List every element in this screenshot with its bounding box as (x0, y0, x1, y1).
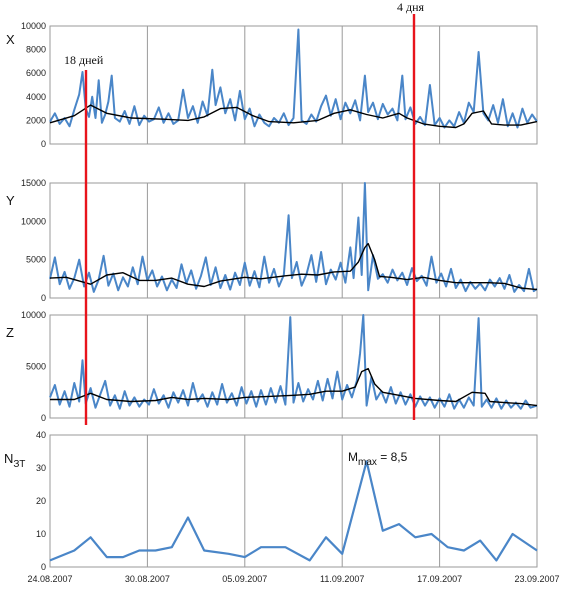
y-tick-label: 0 (41, 413, 46, 423)
y-tick-label: 10000 (21, 21, 46, 31)
annotation-mmax: Mmax = 8,5 (348, 450, 408, 468)
smoothed-series-line (49, 242, 538, 291)
panel-1: 0 5000 10000 15000 Y (6, 178, 538, 303)
y-tick-label: 0 (41, 139, 46, 149)
y-tick-label: 8000 (26, 45, 46, 55)
y-tick-label: 4000 (26, 92, 46, 102)
y-tick-label: 15000 (21, 178, 46, 188)
panel-0: 0 2000 4000 6000 8000 10000 X (6, 21, 538, 149)
mmax-main: M (348, 450, 358, 464)
noisy-series-line (49, 182, 538, 293)
smoothed-series-line (50, 367, 538, 407)
mmax-value: = 8,5 (377, 450, 408, 464)
annotation-4-days: 4 дня (397, 0, 425, 14)
panel-label: X (6, 32, 15, 47)
date-tick-label: 17.09.2007 (417, 574, 462, 584)
y-tick-label: 10000 (21, 310, 46, 320)
date-tick-label: 23.09.2007 (514, 574, 559, 584)
y-tick-label: 0 (41, 562, 46, 572)
panel-3: 0 10 20 30 40 NЗТ (4, 430, 538, 572)
annotation-18-days: 18 дней (64, 53, 104, 67)
y-tick-label: 0 (41, 293, 46, 303)
plot-frame (49, 182, 538, 299)
noisy-series-line (49, 314, 538, 410)
panel-label: Z (6, 325, 14, 340)
date-tick-label: 05.09.2007 (222, 574, 267, 584)
mmax-sub: max (358, 457, 377, 468)
earthquake-count-line (49, 460, 538, 562)
y-tick-label: 6000 (26, 68, 46, 78)
y-tick-label: 30 (36, 463, 46, 473)
smoothed-series-line (49, 104, 538, 129)
date-tick-label: 24.08.2007 (27, 574, 72, 584)
y-tick-label: 5000 (26, 362, 46, 372)
panel-label-main: N (4, 451, 13, 466)
noisy-series-line (49, 28, 538, 129)
panel-label: Y (6, 193, 15, 208)
y-tick-label: 10 (36, 529, 46, 539)
panel-label: NЗТ (4, 451, 25, 470)
panel-label-sub: ЗТ (13, 459, 25, 470)
y-tick-label: 40 (36, 430, 46, 440)
plot-frame (49, 314, 538, 419)
date-tick-label: 30.08.2007 (125, 574, 170, 584)
plot-frame (49, 434, 538, 568)
y-tick-label: 20 (36, 496, 46, 506)
y-tick-label: 2000 (26, 115, 46, 125)
panel-2: 0 5000 10000 Z (6, 310, 538, 423)
y-tick-label: 10000 (21, 216, 46, 226)
y-tick-label: 5000 (26, 255, 46, 265)
plot-frame (49, 25, 538, 145)
date-tick-label: 11.09.2007 (320, 574, 364, 584)
